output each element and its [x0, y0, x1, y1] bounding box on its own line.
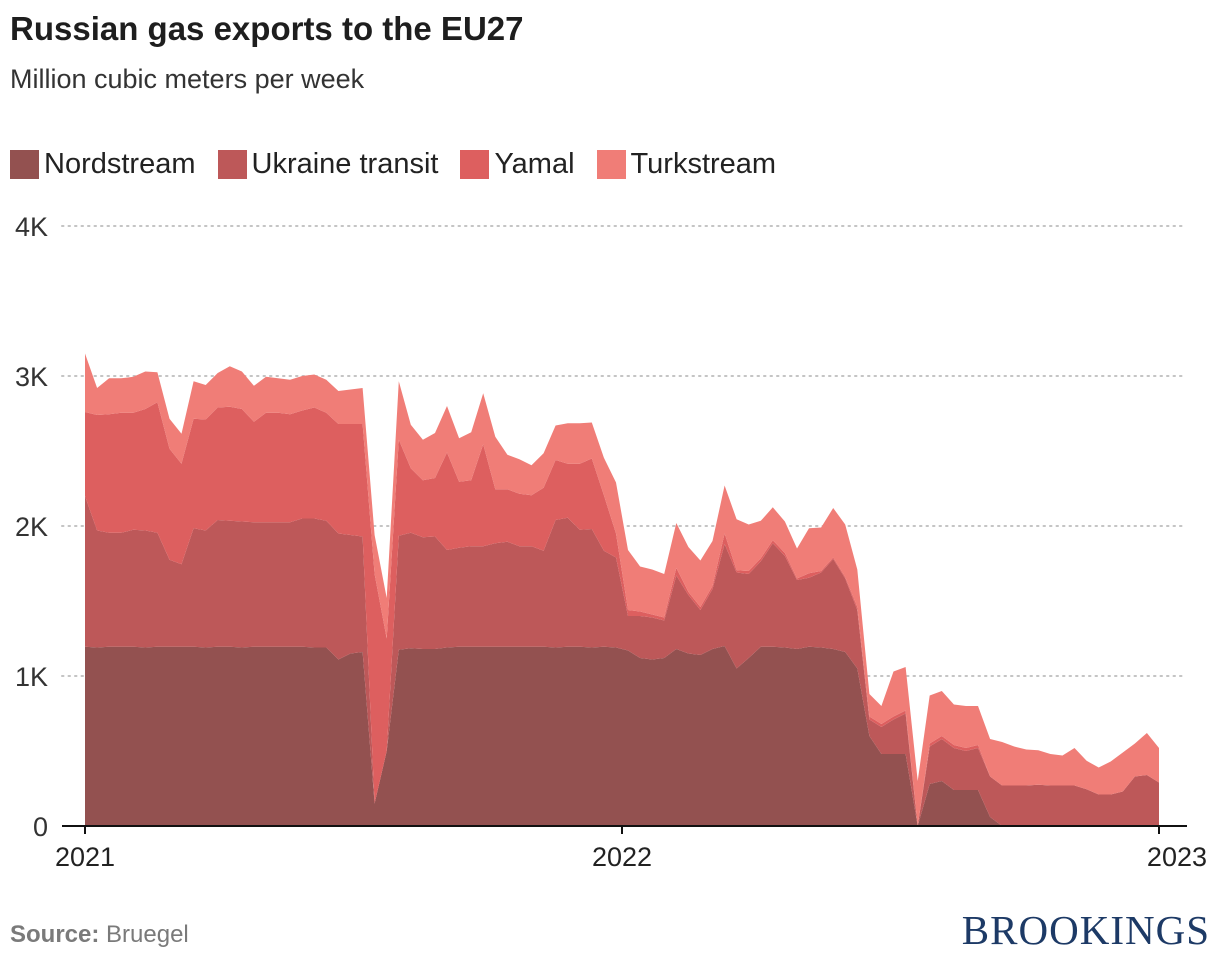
series-areas: [85, 353, 1159, 826]
gridlines: [61, 225, 1187, 677]
legend-swatch-ukraine-transit: [217, 150, 247, 179]
legend-item-turkstream: Turkstream: [596, 148, 777, 181]
legend-label-nordstream: Nordstream: [44, 148, 196, 180]
area-ukraine-transit: [85, 496, 1159, 826]
x-tick-label: 2023: [1147, 842, 1207, 872]
x-tick-label: 2021: [55, 842, 115, 872]
source-note: Source: Bruegel: [10, 921, 189, 949]
source-label: Source:: [10, 921, 100, 948]
legend-item-nordstream: Nordstream: [10, 148, 196, 181]
brookings-logo: BROOKINGS: [961, 907, 1210, 953]
y-tick-label: 3K: [15, 362, 48, 392]
legend-label-ukraine-transit: Ukraine transit: [251, 148, 439, 180]
y-tick-label: 4K: [15, 212, 48, 242]
chart-subtitle: Million cubic meters per week: [10, 64, 365, 94]
axes: 0 1K 2K 3K 4K 2021 2022 2023: [15, 212, 1207, 872]
y-tick-label: 0: [33, 812, 48, 842]
y-tick-label: 1K: [15, 662, 48, 692]
legend-label-yamal: Yamal: [494, 148, 575, 180]
legend-item-ukraine-transit: Ukraine transit: [217, 148, 439, 181]
legend-swatch-yamal: [460, 150, 490, 179]
legend-label-turkstream: Turkstream: [630, 148, 777, 180]
chart-legend: Nordstream Ukraine transit Yamal Turkstr…: [10, 148, 798, 181]
area-yamal: [85, 402, 1159, 826]
legend-swatch-turkstream: [596, 150, 626, 179]
stacked-area-chart: 0 1K 2K 3K 4K 2021 2022 2023: [15, 212, 1207, 872]
area-turkstream: [85, 353, 1159, 826]
legend-swatch-nordstream: [10, 150, 39, 179]
y-tick-label: 2K: [15, 512, 48, 542]
area-nordstream: [85, 646, 1159, 826]
chart-title: Russian gas exports to the EU27: [10, 10, 524, 47]
legend-item-yamal: Yamal: [460, 148, 575, 181]
x-tick-label: 2022: [592, 842, 652, 872]
source-value: Bruegel: [99, 921, 189, 948]
